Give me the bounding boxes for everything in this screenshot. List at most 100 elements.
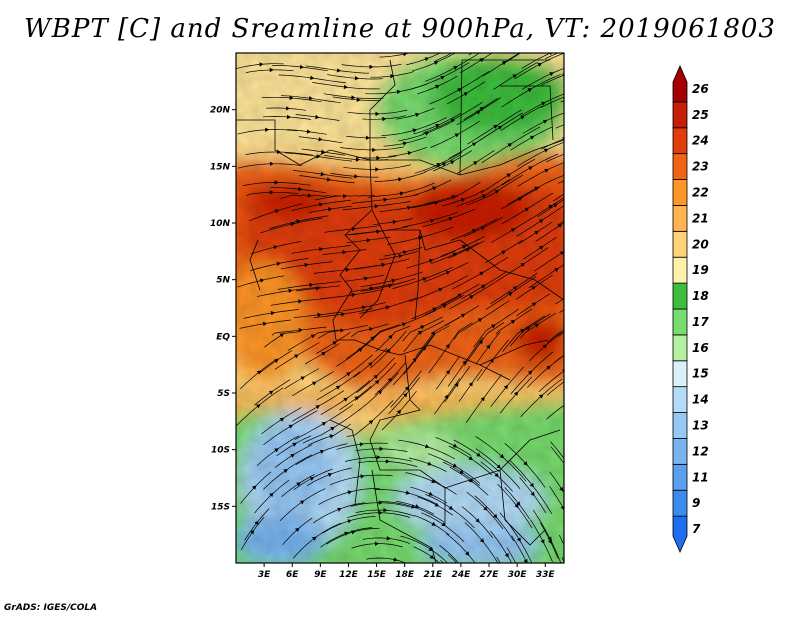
streamline — [557, 180, 564, 184]
border-line — [359, 209, 396, 319]
streamline-arrow — [503, 384, 508, 390]
streamline-arrow — [424, 444, 430, 449]
streamline — [499, 512, 533, 563]
streamline-arrow — [388, 334, 393, 340]
streamline — [490, 530, 513, 563]
streamline-arrow — [296, 482, 301, 487]
streamline-arrow — [375, 111, 380, 117]
streamline-arrow — [344, 531, 349, 536]
streamline-arrow — [358, 347, 363, 352]
streamline-arrow — [354, 76, 359, 81]
streamline-arrow — [318, 137, 323, 142]
streamline-arrow — [312, 536, 317, 541]
border-line — [249, 239, 261, 291]
border-line — [369, 439, 446, 525]
streamline-arrow — [483, 506, 488, 511]
lon-label: 9E — [314, 570, 327, 580]
streamline — [468, 53, 473, 56]
streamline — [396, 107, 435, 120]
colorbar-label: 17 — [692, 315, 709, 329]
colorbar-label: 24 — [692, 134, 709, 148]
streamline-arrow — [428, 491, 433, 496]
streamline — [293, 311, 342, 319]
streamline — [559, 309, 564, 314]
streamline — [266, 107, 307, 111]
streamline — [354, 258, 410, 270]
streamline-arrow — [321, 149, 326, 154]
colorbar-label: 15 — [692, 367, 709, 381]
streamline-arrow — [386, 536, 391, 541]
streamline-arrow — [259, 278, 265, 283]
streamline — [540, 96, 564, 108]
streamline-arrow — [402, 141, 408, 146]
streamline-arrow — [347, 490, 352, 495]
streamline-arrow — [566, 94, 571, 98]
streamline-arrow — [343, 84, 348, 90]
streamline-arrow — [534, 323, 540, 328]
streamline — [263, 116, 311, 120]
streamline — [304, 343, 340, 365]
colorbar: 7 9 11 12 13 14 15 16 17 18 19 20 21 22 23 24 25 26 — [672, 65, 709, 553]
streamline — [424, 154, 461, 173]
colorbar-label: 20 — [692, 237, 709, 251]
streamline — [510, 126, 553, 151]
longitude-axis: 3E 6E 9E 12E 15E 18E 21E 24E 27E 30E 33E — [258, 563, 555, 580]
streamline-arrow — [383, 508, 388, 513]
lat-label: 10S — [211, 446, 230, 456]
streamline-arrow — [499, 453, 505, 459]
latitude-axis: 20N 15N 10N 5N EQ 5S 10S 15S — [210, 106, 236, 512]
streamline-arrow — [309, 477, 315, 481]
streamline — [272, 65, 328, 72]
streamline-arrow — [374, 541, 379, 546]
streamline-arrow — [529, 482, 534, 488]
streamline-arrow — [370, 336, 375, 341]
streamline-arrow — [523, 559, 528, 563]
streamline-arrow — [554, 267, 559, 272]
streamline-arrow — [444, 394, 449, 400]
streamline-arrow — [478, 339, 483, 345]
streamline-arrow — [525, 48, 530, 52]
streamline-arrow — [465, 248, 471, 252]
streamline-arrow — [375, 167, 380, 172]
streamline-arrow — [391, 278, 396, 283]
streamline — [412, 53, 456, 72]
streamline-arrow — [507, 143, 513, 148]
streamline-arrow — [299, 500, 305, 505]
streamline-arrow — [520, 263, 525, 267]
streamline — [538, 370, 564, 393]
streamline-arrow — [390, 74, 395, 79]
streamline-arrow — [286, 114, 291, 120]
streamline-arrow — [473, 161, 478, 166]
streamline — [408, 457, 447, 472]
streamline-arrow — [557, 223, 563, 228]
streamline-arrow — [383, 197, 388, 202]
streamline-arrow — [541, 101, 546, 106]
streamline — [440, 560, 445, 563]
streamline-arrow — [381, 262, 386, 268]
streamline — [424, 262, 469, 283]
streamline — [388, 146, 428, 157]
streamline-arrow — [262, 321, 268, 326]
streamline-arrow — [547, 539, 552, 544]
streamline — [562, 284, 564, 287]
streamline-arrow — [516, 501, 521, 506]
streamline-arrow — [382, 116, 387, 122]
streamline — [546, 404, 564, 420]
streamline-arrow — [512, 286, 518, 291]
colorbar-swatch — [672, 65, 688, 103]
streamline-arrow — [534, 230, 539, 235]
streamline-arrow — [428, 546, 434, 551]
lat-label: 20N — [210, 106, 231, 116]
streamline-arrow — [405, 490, 411, 495]
streamline — [458, 368, 483, 402]
streamline-arrow — [448, 216, 453, 221]
colorbar-swatch — [672, 205, 688, 232]
colorbar-swatch — [672, 282, 688, 310]
streamline — [276, 435, 312, 457]
streamline-arrow — [542, 119, 548, 124]
streamline-arrow — [299, 64, 304, 70]
streamline-arrow — [549, 72, 554, 77]
streamline-arrow — [335, 385, 341, 390]
streamline-arrow — [365, 135, 370, 140]
streamline-arrow — [308, 96, 313, 101]
